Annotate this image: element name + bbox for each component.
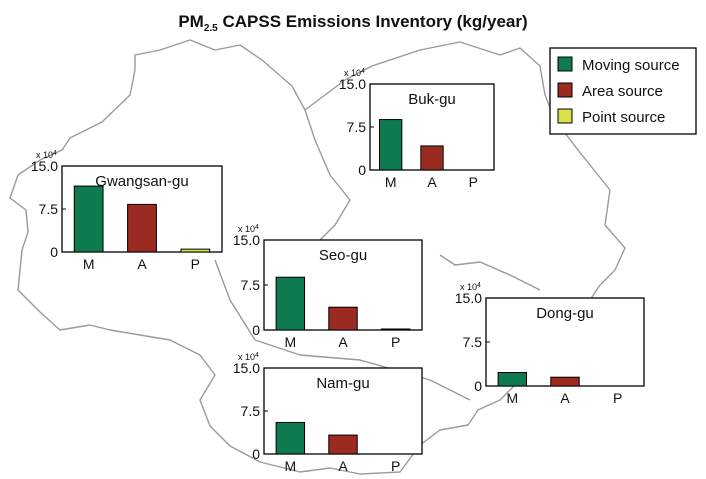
bar-p: [180, 248, 211, 253]
bar-a: [328, 434, 358, 455]
legend-swatch-0: [557, 56, 573, 72]
panel-nam-gu: Nam-gu x 104 0 7.5 15.0 M A P: [233, 352, 423, 474]
x-tick-label: P: [391, 458, 400, 474]
legend-label-1: Area source: [582, 83, 663, 100]
y-tick-label: 0: [474, 378, 482, 394]
bar-p: [380, 328, 411, 331]
legend-items: Moving source Area source Point source: [557, 56, 680, 126]
legend-label-2: Point source: [582, 109, 665, 126]
x-tick-label: M: [506, 390, 518, 406]
y-tick-label: 0: [358, 162, 366, 178]
bar-m: [379, 119, 403, 171]
x-tick-label: A: [427, 174, 437, 190]
y-tick-label: 15.0: [233, 360, 260, 376]
district-boundary-inner-1: [304, 109, 351, 241]
y-tick-label: 0: [50, 244, 58, 260]
y-multiplier: x 104: [238, 352, 259, 362]
bar-m: [275, 276, 306, 331]
figure-title: PM2.5 CAPSS Emissions Inventory (kg/year…: [178, 12, 527, 34]
panel-dong-gu: Dong-gu x 104 0 7.5 15.0 M A P: [455, 282, 645, 406]
y-tick-label: 7.5: [241, 403, 261, 419]
district-boundary-inner-3: [214, 259, 471, 401]
legend-swatch-1: [557, 82, 573, 98]
x-tick-label: M: [83, 256, 95, 272]
panels: Buk-gu x 104 0 7.5 15.0 M A P Gwangsan-gu x 104 0 7…: [31, 68, 645, 474]
x-tick-label: P: [469, 174, 478, 190]
panel-seo-gu: Seo-gu x 104 0 7.5 15.0 M A P: [233, 224, 423, 350]
y-tick-label: 15.0: [455, 290, 482, 306]
y-tick-label: 0: [252, 322, 260, 338]
district-map-outline: [9, 39, 626, 475]
x-tick-label: A: [338, 334, 348, 350]
y-multiplier: x 104: [238, 224, 259, 234]
bar-m: [497, 372, 528, 387]
legend: Moving source Area source Point source: [549, 47, 697, 135]
bar-a: [127, 203, 157, 253]
x-tick-label: A: [137, 256, 147, 272]
panel-title: Dong-gu: [536, 305, 594, 322]
bar-m: [275, 421, 306, 455]
district-boundary-inner-2: [439, 254, 541, 291]
bar-a: [328, 306, 358, 331]
panel-gwangsan-gu: Gwangsan-gu x 104 0 7.5 15.0 M A P: [31, 150, 223, 272]
panel-title: Gwangsan-gu: [95, 173, 188, 190]
panel-title: Buk-gu: [408, 91, 456, 108]
bar-a: [420, 145, 444, 171]
y-tick-label: 15.0: [339, 76, 366, 92]
panel-title: Nam-gu: [316, 375, 369, 392]
y-tick-label: 0: [252, 446, 260, 462]
bar-m: [73, 185, 104, 253]
bar-a: [550, 376, 580, 387]
x-tick-label: A: [560, 390, 570, 406]
y-multiplier: x 104: [344, 68, 365, 78]
y-tick-label: 7.5: [241, 277, 261, 293]
x-tick-label: P: [191, 256, 200, 272]
x-tick-label: M: [284, 334, 296, 350]
y-tick-label: 15.0: [233, 232, 260, 248]
x-tick-label: M: [385, 174, 397, 190]
y-tick-label: 7.5: [463, 334, 483, 350]
y-tick-label: 15.0: [31, 158, 58, 174]
legend-swatch-2: [557, 108, 573, 124]
legend-label-0: Moving source: [582, 57, 680, 74]
y-tick-label: 7.5: [39, 201, 59, 217]
x-tick-label: P: [391, 334, 400, 350]
x-tick-label: P: [613, 390, 622, 406]
panel-title: Seo-gu: [319, 247, 367, 264]
x-tick-label: M: [284, 458, 296, 474]
y-tick-label: 7.5: [347, 119, 367, 135]
y-multiplier: x 104: [36, 150, 57, 160]
y-multiplier: x 104: [460, 282, 481, 292]
panel-buk-gu: Buk-gu x 104 0 7.5 15.0 M A P: [339, 68, 495, 190]
legend-frame: [549, 47, 697, 135]
x-tick-label: A: [338, 458, 348, 474]
